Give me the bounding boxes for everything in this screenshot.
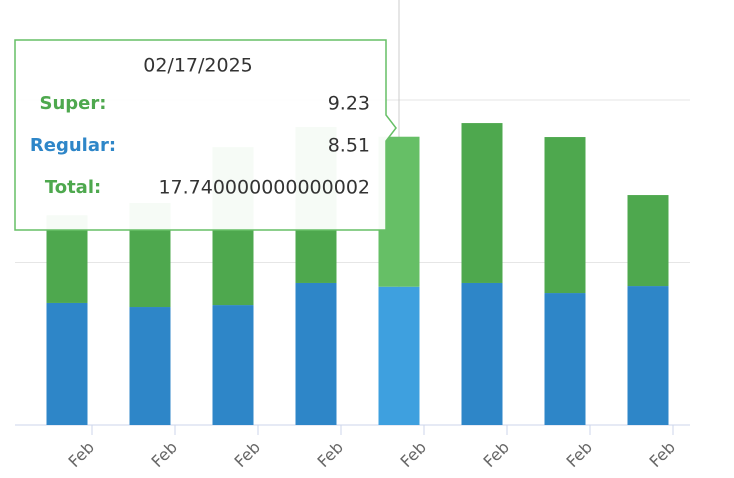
bar-segment[interactable] [378, 286, 420, 425]
x-tick-label: Feb [480, 438, 513, 471]
bar-segment[interactable] [129, 307, 171, 425]
x-tick-label: Feb [397, 438, 430, 471]
tooltip-value: 17.740000000000002 [158, 177, 370, 199]
x-axis: Feb Feb Feb Feb Feb Feb Feb Feb [65, 425, 679, 471]
tooltip-label: Regular: [30, 135, 116, 156]
bar-segment[interactable] [627, 286, 669, 425]
x-tick-label: Feb [314, 438, 347, 471]
x-tick-label: Feb [646, 438, 679, 471]
bar-segment[interactable] [461, 282, 503, 425]
x-tick-label: Feb [231, 438, 264, 471]
bar-segment[interactable] [461, 123, 503, 283]
tooltip-box [14, 39, 397, 231]
bars [46, 123, 669, 425]
tooltip-value: 9.23 [328, 93, 370, 115]
tooltip-title: 02/17/2025 [143, 55, 253, 77]
bar-segment[interactable] [46, 302, 88, 425]
bar-segment[interactable] [544, 137, 586, 294]
tooltip-label: Super: [40, 93, 107, 114]
bar-segment[interactable] [212, 305, 254, 425]
x-tick-label: Feb [148, 438, 181, 471]
tooltip: 02/17/2025 Super: 9.23 Regular: 8.51 Total: 17… [14, 39, 397, 231]
bar-segment[interactable] [544, 293, 586, 425]
tooltip-value: 8.51 [328, 135, 370, 157]
x-tick-label: Feb [65, 438, 98, 471]
tooltip-label: Total: [45, 177, 101, 198]
bar-segment[interactable] [627, 195, 669, 287]
bar-segment[interactable] [295, 282, 337, 425]
x-tick-label: Feb [563, 438, 596, 471]
